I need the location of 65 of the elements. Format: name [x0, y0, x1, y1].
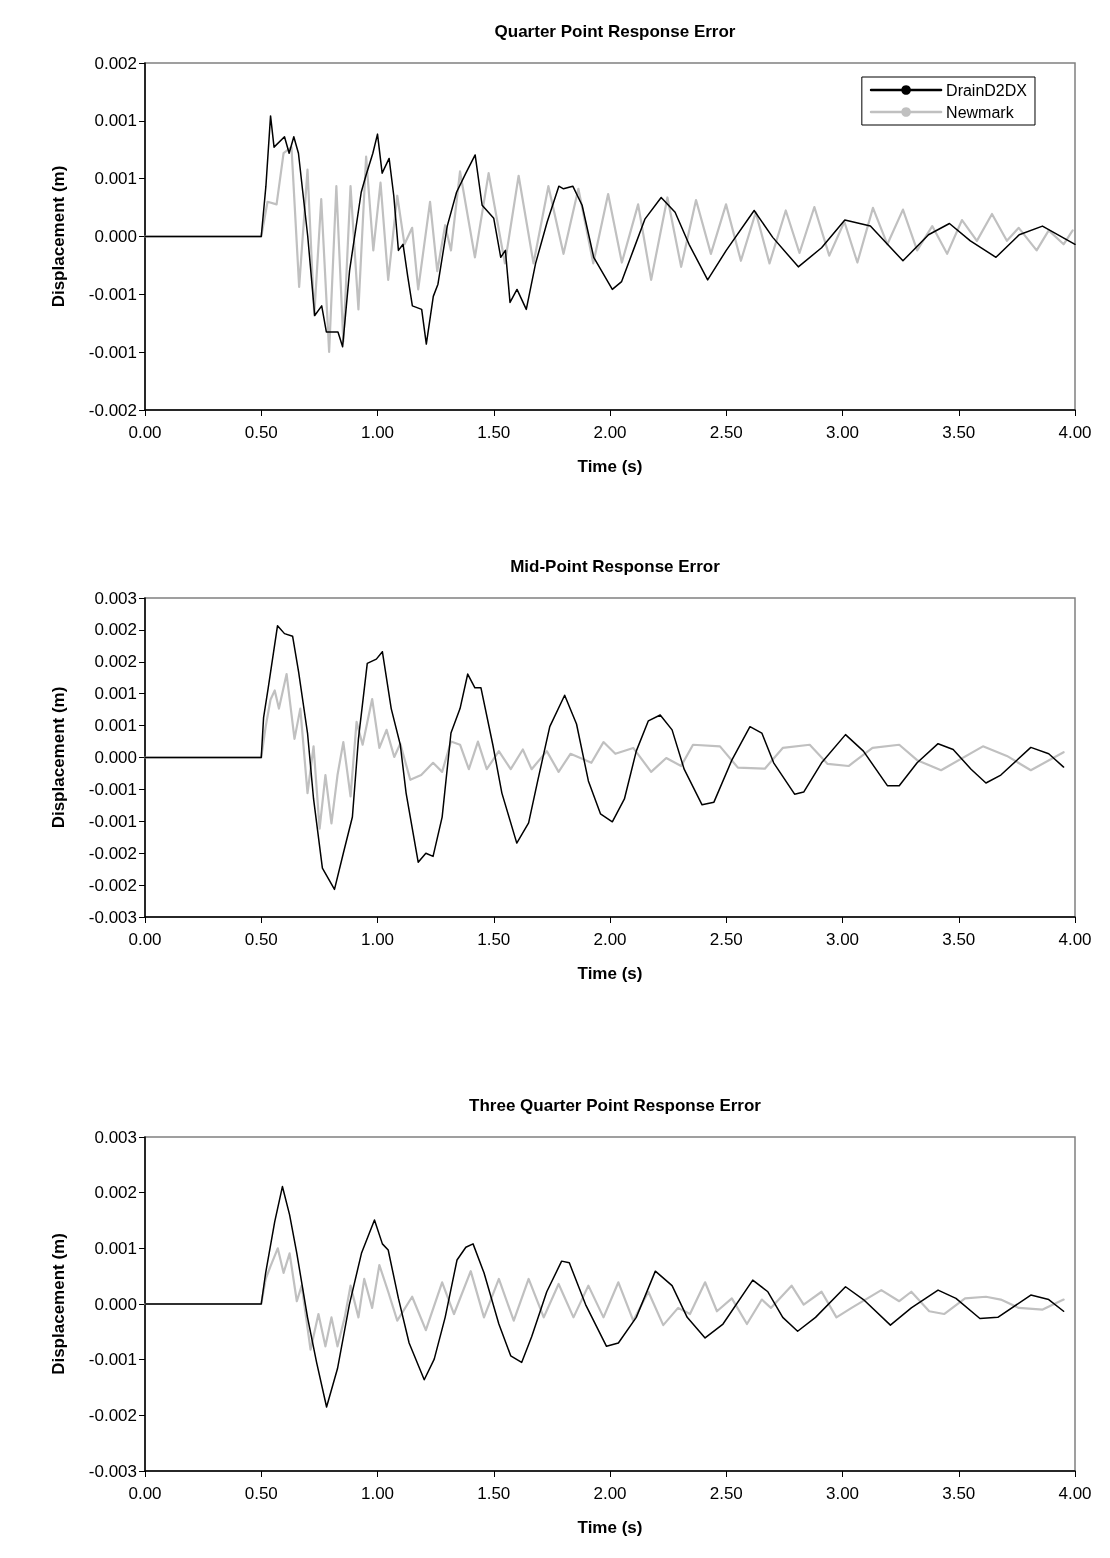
y-tick-label: -0.003: [88, 907, 137, 927]
y-tick-label: -0.002: [88, 843, 137, 863]
x-tick-label: 1.00: [360, 1484, 395, 1503]
x-tick-label: 2.50: [709, 423, 743, 442]
x-tick-label: 1.50: [477, 423, 511, 442]
x-tick-label: 4.00: [1058, 1484, 1092, 1503]
y-tick-label: -0.002: [88, 400, 137, 420]
y-tick-label: 0.001: [94, 684, 137, 704]
y-tick-label: 0.001: [94, 169, 137, 189]
legend-label: Newmark: [946, 103, 1015, 121]
x-tick-label: 0.50: [244, 1484, 278, 1503]
y-axis-title: Displacement (m): [49, 686, 68, 829]
x-tick-label: 1.50: [477, 930, 511, 949]
x-tick-label: 0.00: [128, 1484, 162, 1503]
x-axis-title: Time (s): [577, 1518, 643, 1537]
x-tick-label: 3.00: [825, 423, 860, 442]
y-tick-label: -0.001: [88, 811, 137, 831]
x-tick-label: 3.50: [942, 423, 976, 442]
line-series: [143, 146, 1074, 353]
x-tick-label: 0.50: [244, 930, 278, 949]
y-tick-label: 0.001: [94, 1238, 137, 1258]
x-tick-label: 2.00: [593, 423, 627, 442]
y-tick-label: -0.002: [88, 875, 137, 895]
y-axis-title: Displacement (m): [49, 1233, 68, 1375]
x-tick-label: 0.50: [244, 423, 278, 442]
y-tick-label: -0.002: [88, 1405, 137, 1425]
x-tick-label: 3.00: [825, 1484, 860, 1503]
y-axis-title: Displacement (m): [49, 165, 68, 308]
y-tick-label: -0.003: [88, 1461, 137, 1481]
x-tick-label: 2.50: [709, 1484, 743, 1503]
x-axis-title: Time (s): [577, 964, 643, 983]
legend-label: DrainD2DX: [946, 81, 1028, 99]
line-series: [143, 672, 1065, 830]
x-tick-label: 1.00: [360, 930, 395, 949]
x-tick-label: 1.00: [360, 423, 395, 442]
y-tick-label: -0.001: [88, 779, 137, 799]
y-tick-label: 0.003: [94, 1127, 137, 1147]
y-tick-label: 0.003: [94, 588, 137, 608]
chart-title: Quarter Point Response Error: [494, 22, 736, 41]
y-tick-label: 0.002: [94, 620, 137, 640]
y-tick-label: 0.002: [94, 652, 137, 672]
x-tick-label: 0.00: [128, 423, 162, 442]
x-tick-label: 2.50: [709, 930, 743, 949]
y-tick-label: 0.001: [94, 111, 137, 131]
y-tick-label: 0.000: [94, 227, 137, 246]
x-tick-label: 4.00: [1058, 423, 1092, 442]
y-tick-label: 0.000: [94, 748, 137, 767]
x-tick-label: 3.50: [942, 1484, 976, 1503]
x-tick-label: 0.00: [128, 930, 162, 949]
chart-title: Mid-Point Response Error: [510, 557, 721, 576]
x-tick-label: 3.00: [825, 930, 860, 949]
y-tick-label: -0.001: [88, 342, 137, 362]
y-tick-label: -0.001: [88, 1350, 137, 1370]
y-tick-label: 0.002: [94, 1183, 137, 1203]
x-tick-label: 4.00: [1058, 930, 1092, 949]
y-tick-label: 0.001: [94, 716, 137, 736]
x-tick-label: 2.00: [593, 1484, 627, 1503]
x-axis-title: Time (s): [577, 457, 643, 476]
y-tick-label: -0.001: [88, 284, 137, 304]
x-tick-label: 1.50: [477, 1484, 511, 1503]
x-tick-label: 3.50: [942, 930, 976, 949]
chart-title: Three Quarter Point Response Error: [469, 1096, 762, 1115]
y-tick-label: 0.000: [94, 1294, 137, 1314]
x-tick-label: 2.00: [593, 930, 627, 949]
y-tick-label: 0.002: [94, 53, 137, 73]
